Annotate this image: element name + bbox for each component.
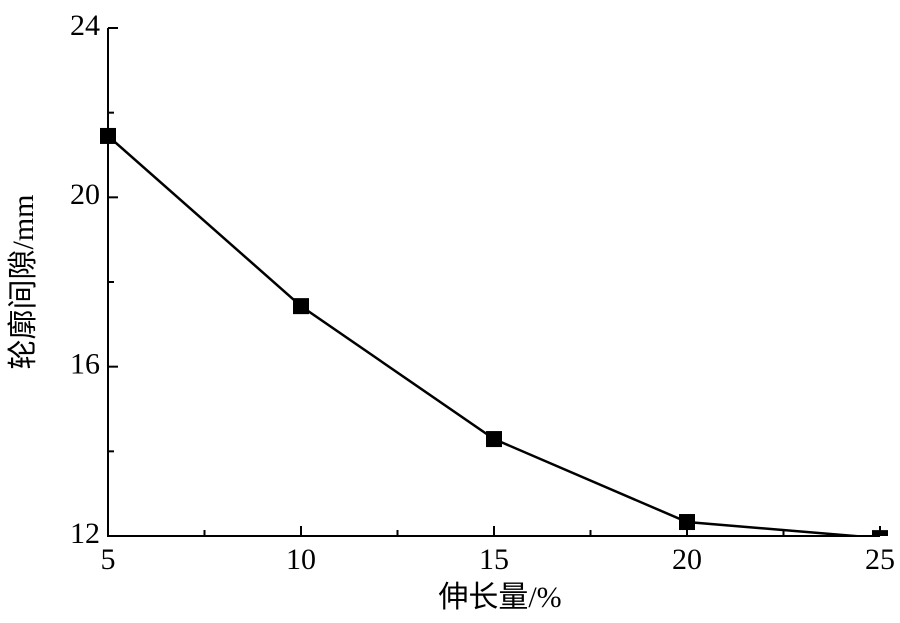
marker [679,514,695,531]
x-tick-label: 5 [101,543,116,576]
x-tick-label: 10 [286,543,316,576]
x-tick-label: 25 [865,543,895,576]
y-tick-label: 20 [70,178,100,211]
x-tick-label: 15 [479,543,509,576]
plot-area [100,127,888,536]
x-tick-label: 20 [672,543,702,576]
marker [100,127,116,144]
marker [486,431,502,448]
y-tick-label: 12 [70,517,100,550]
y-axis-label: 轮廓间隙/mm [7,194,40,369]
marker [293,298,309,315]
x-axis-label: 伸长量/% [438,581,561,614]
y-tick-label: 24 [70,9,100,42]
series-line [107,135,870,536]
y-tick-label: 16 [70,348,100,381]
